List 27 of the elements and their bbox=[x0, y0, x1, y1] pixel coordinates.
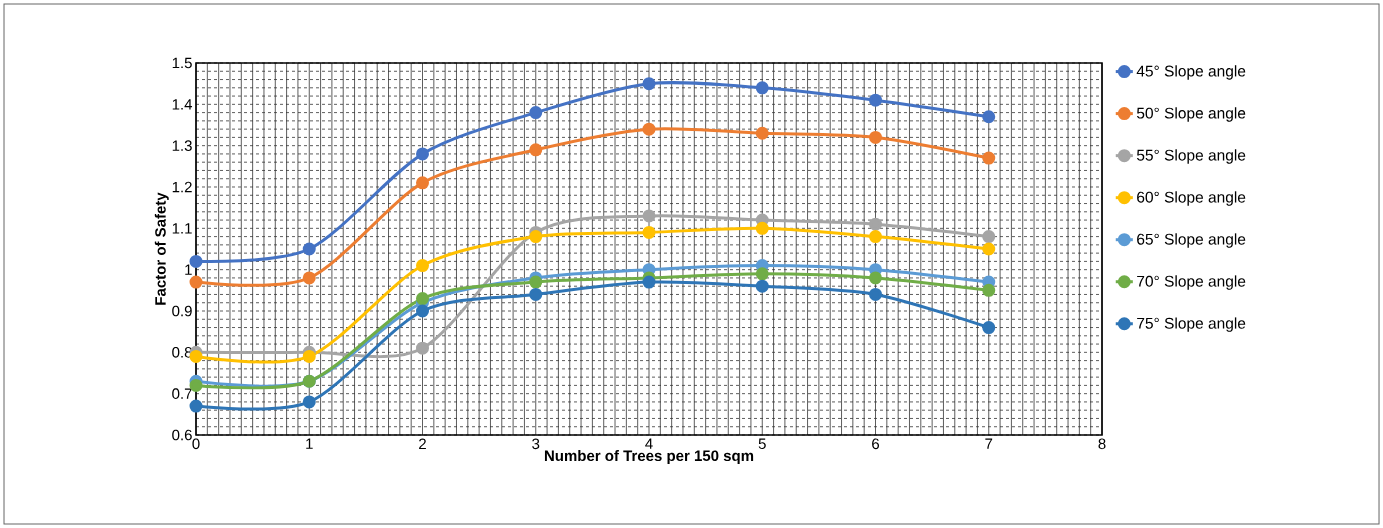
y-tick-label: 1 bbox=[185, 264, 192, 275]
x-tick-label: 0 bbox=[192, 438, 200, 450]
y-tick-label: 0.6 bbox=[172, 429, 192, 441]
legend-label: 45° Slope angle bbox=[1136, 65, 1246, 80]
legend-label: 75° Slope angle bbox=[1137, 317, 1246, 332]
x-axis-title: Number of Trees per 150 sqm bbox=[544, 450, 754, 464]
legend-label: 60° Slope angle bbox=[1137, 191, 1246, 206]
legend-label: 55° Slope angle bbox=[1136, 149, 1246, 164]
y-tick-label: 1.2 bbox=[172, 181, 192, 193]
x-tick-label: 1 bbox=[306, 438, 313, 449]
x-tick-label: 5 bbox=[758, 438, 766, 449]
x-tick-label: 6 bbox=[872, 438, 880, 450]
y-tick-label: 1.3 bbox=[172, 140, 192, 151]
legend-label: 65° Slope angle bbox=[1137, 233, 1246, 248]
y-tick-label: 1.5 bbox=[172, 57, 192, 69]
x-tick-label: 7 bbox=[985, 438, 993, 449]
y-axis-title: Factor of Safety bbox=[154, 192, 169, 305]
y-tick-label: 0.7 bbox=[172, 388, 192, 399]
legend-label: 70° Slope angle bbox=[1137, 275, 1246, 290]
x-tick-label: 8 bbox=[1098, 438, 1106, 450]
x-tick-label: 2 bbox=[419, 438, 426, 450]
y-tick-label: 0.9 bbox=[172, 305, 192, 317]
y-tick-label: 1.1 bbox=[172, 223, 192, 234]
x-tick-label: 3 bbox=[532, 438, 540, 450]
y-tick-label: 1.4 bbox=[172, 99, 193, 110]
legend-label: 50° Slope angle bbox=[1136, 107, 1246, 122]
x-tick-label: 4 bbox=[645, 438, 653, 449]
